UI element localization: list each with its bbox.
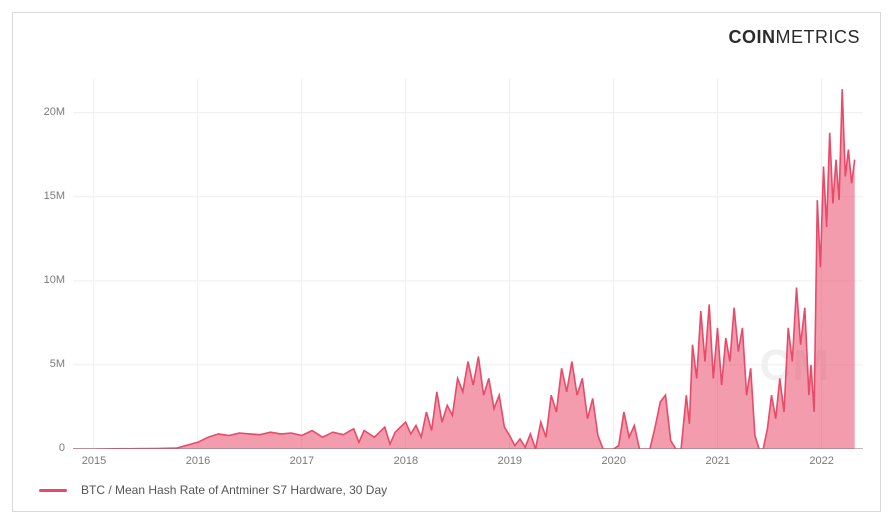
y-axis-tick-label: 0 (59, 442, 65, 454)
y-axis-tick-label: 5M (50, 358, 65, 370)
x-axis-tick-label: 2020 (602, 455, 626, 467)
y-axis-tick-label: 10M (44, 274, 65, 286)
chart-legend: BTC / Mean Hash Rate of Antminer S7 Hard… (39, 483, 387, 497)
outer-frame: COINMETRICS CM BTC / Mean Hash Rate of A… (0, 0, 893, 524)
x-axis-tick-label: 2021 (705, 455, 729, 467)
y-axis-tick-label: 15M (44, 190, 65, 202)
chart-svg (73, 79, 863, 449)
x-axis-tick-label: 2022 (809, 455, 833, 467)
chart-panel: COINMETRICS CM BTC / Mean Hash Rate of A… (12, 12, 881, 512)
legend-label: BTC / Mean Hash Rate of Antminer S7 Hard… (81, 483, 387, 497)
logo-text-right: METRICS (776, 27, 861, 47)
x-axis-tick-label: 2015 (82, 455, 106, 467)
brand-logo: COINMETRICS (729, 27, 861, 48)
legend-color-swatch (39, 489, 67, 492)
logo-text-left: COIN (729, 27, 776, 47)
x-axis-tick-label: 2017 (290, 455, 314, 467)
chart-plot-area (73, 79, 863, 449)
series-area (73, 89, 855, 449)
x-axis-tick-label: 2016 (186, 455, 210, 467)
y-axis-tick-label: 20M (44, 106, 65, 118)
x-axis-tick-label: 2019 (498, 455, 522, 467)
x-axis-tick-label: 2018 (394, 455, 418, 467)
